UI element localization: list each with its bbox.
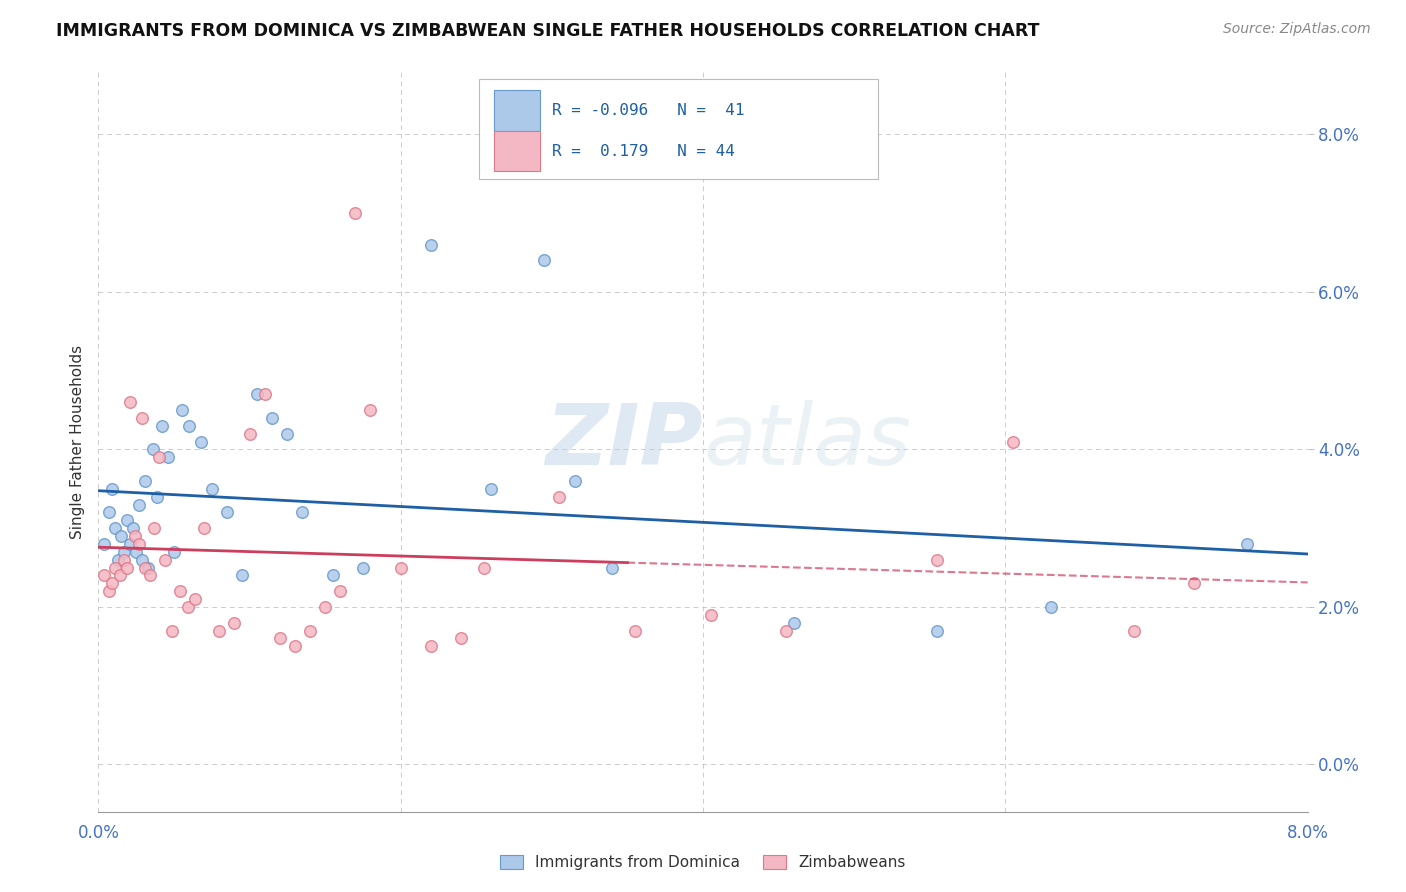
Point <box>533 253 555 268</box>
Point <box>927 624 949 638</box>
Point <box>231 568 253 582</box>
FancyBboxPatch shape <box>479 78 879 178</box>
Text: IMMIGRANTS FROM DOMINICA VS ZIMBABWEAN SINGLE FATHER HOUSEHOLDS CORRELATION CHAR: IMMIGRANTS FROM DOMINICA VS ZIMBABWEAN S… <box>56 22 1040 40</box>
Point <box>115 560 138 574</box>
Point <box>112 545 135 559</box>
Point <box>602 560 624 574</box>
Point <box>224 615 246 630</box>
Point <box>134 560 156 574</box>
Point <box>564 474 586 488</box>
Point <box>124 529 146 543</box>
Point <box>146 490 169 504</box>
Point <box>156 450 179 465</box>
Point <box>162 624 184 638</box>
Point <box>101 482 124 496</box>
Point <box>101 576 124 591</box>
Point <box>352 560 374 574</box>
Point <box>120 537 142 551</box>
Point <box>115 513 138 527</box>
Point <box>1182 576 1205 591</box>
Point <box>1001 434 1024 449</box>
Point <box>472 560 495 574</box>
Point <box>134 474 156 488</box>
Point <box>136 560 159 574</box>
Point <box>128 537 150 551</box>
Point <box>389 560 412 574</box>
Point <box>176 599 198 614</box>
Point <box>782 615 804 630</box>
Point <box>208 624 231 638</box>
Point <box>128 498 150 512</box>
Text: R =  0.179   N = 44: R = 0.179 N = 44 <box>551 144 735 159</box>
Text: 0.0%: 0.0% <box>77 823 120 841</box>
Point <box>927 552 949 566</box>
Point <box>262 411 284 425</box>
Point <box>699 607 721 622</box>
Point <box>624 624 647 638</box>
Point <box>104 560 127 574</box>
Point <box>1122 624 1144 638</box>
Point <box>93 537 115 551</box>
Point <box>246 387 269 401</box>
Point <box>184 592 207 607</box>
Point <box>150 418 173 433</box>
Point <box>276 426 298 441</box>
FancyBboxPatch shape <box>494 90 540 130</box>
Point <box>1039 599 1062 614</box>
Point <box>131 411 153 425</box>
Point <box>143 521 166 535</box>
Point <box>142 442 165 457</box>
Point <box>107 552 129 566</box>
Point <box>139 568 162 582</box>
Point <box>163 545 186 559</box>
Text: R = -0.096   N =  41: R = -0.096 N = 41 <box>551 103 744 118</box>
Point <box>284 640 307 654</box>
Point <box>170 403 193 417</box>
Text: Source: ZipAtlas.com: Source: ZipAtlas.com <box>1223 22 1371 37</box>
Point <box>1236 537 1258 551</box>
Point <box>104 521 127 535</box>
Point <box>481 482 503 496</box>
Point <box>169 584 191 599</box>
Point <box>450 632 472 646</box>
Point <box>112 552 135 566</box>
Point <box>110 529 132 543</box>
Point <box>299 624 322 638</box>
Point <box>179 418 201 433</box>
Point <box>548 490 571 504</box>
Point <box>360 403 382 417</box>
Text: 8.0%: 8.0% <box>1286 823 1329 841</box>
Y-axis label: Single Father Households: Single Father Households <box>70 344 86 539</box>
Point <box>314 599 336 614</box>
Point <box>98 505 121 519</box>
Point <box>93 568 115 582</box>
Point <box>215 505 238 519</box>
Point <box>131 552 153 566</box>
Point <box>190 434 212 449</box>
Point <box>291 505 314 519</box>
Point <box>329 584 352 599</box>
Point <box>153 552 176 566</box>
Point <box>120 395 142 409</box>
Text: atlas: atlas <box>703 400 911 483</box>
Point <box>420 640 443 654</box>
Point <box>148 450 170 465</box>
Point <box>420 237 443 252</box>
Point <box>269 632 291 646</box>
Legend: Immigrants from Dominica, Zimbabweans: Immigrants from Dominica, Zimbabweans <box>492 847 914 878</box>
Point <box>98 584 121 599</box>
Point <box>108 568 131 582</box>
Point <box>122 521 145 535</box>
Point <box>201 482 224 496</box>
Point <box>322 568 344 582</box>
Text: ZIP: ZIP <box>546 400 703 483</box>
Point <box>125 545 148 559</box>
Point <box>253 387 276 401</box>
Point <box>239 426 262 441</box>
FancyBboxPatch shape <box>494 130 540 171</box>
Point <box>193 521 215 535</box>
Point <box>775 624 797 638</box>
Point <box>344 206 367 220</box>
